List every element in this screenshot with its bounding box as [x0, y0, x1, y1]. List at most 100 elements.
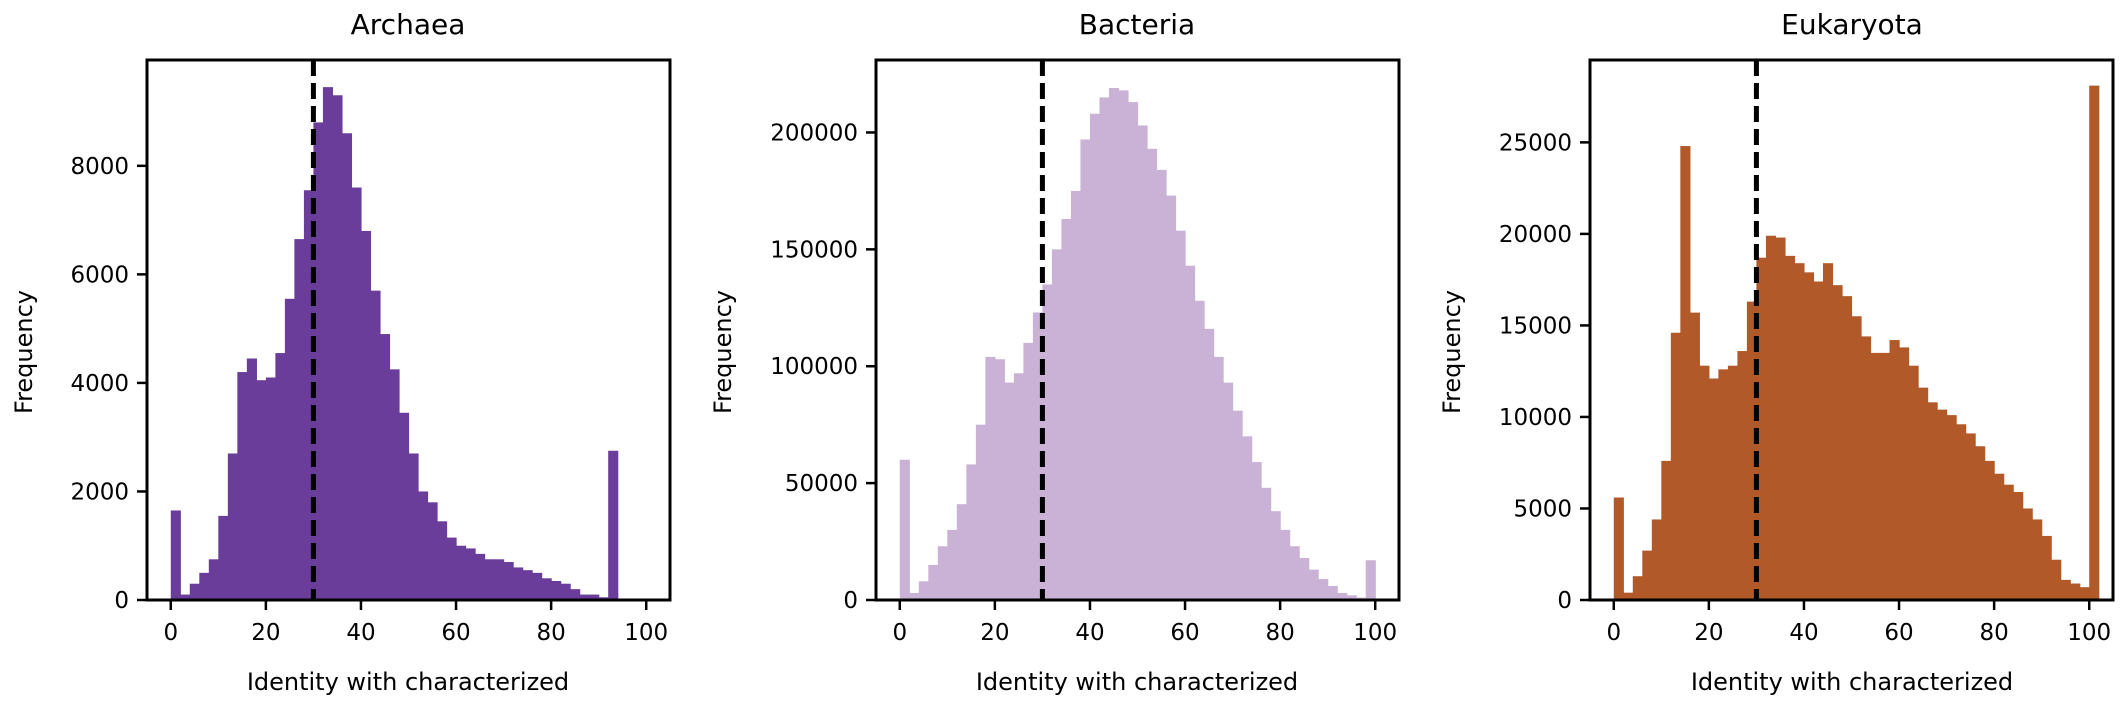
eukaryota-bar — [1813, 281, 1824, 600]
archaea-y-tick-label: 4000 — [70, 371, 129, 397]
bacteria-bar — [1089, 113, 1101, 600]
eukaryota-bar — [1661, 460, 1672, 600]
bacteria-bar — [1080, 139, 1091, 600]
archaea-bar — [560, 583, 571, 600]
eukaryota-y-axis-label: Frequency — [1438, 290, 1466, 414]
bacteria-bar — [1327, 585, 1338, 600]
archaea-bar — [332, 95, 343, 601]
bacteria-bar — [1070, 190, 1082, 600]
eukaryota-x-tick-label: 20 — [1694, 620, 1723, 646]
eukaryota-x-tick-label: 60 — [1884, 620, 1913, 646]
bacteria-x-axis-label: Identity with characterized — [976, 668, 1298, 696]
bacteria-bar — [1013, 373, 1024, 600]
archaea-bar — [465, 548, 476, 600]
bacteria-bar — [1166, 195, 1177, 600]
bacteria-bar — [947, 529, 958, 600]
archaea-bar — [398, 412, 410, 600]
eukaryota-bar — [1889, 340, 1900, 600]
eukaryota-bar — [1775, 237, 1786, 600]
eukaryota-panel: Eukaryota 0 20 40 60 80 100 0 5000 10000 15000 20… — [1438, 8, 2115, 696]
eukaryota-bar — [1803, 272, 1815, 600]
eukaryota-bar — [2032, 519, 2043, 600]
eukaryota-bar — [1632, 576, 1643, 600]
bacteria-bar — [1137, 125, 1148, 601]
archaea-bar — [503, 562, 514, 600]
archaea-bar — [208, 559, 219, 600]
eukaryota-bar — [2041, 535, 2052, 600]
archaea-bar — [227, 453, 238, 600]
archaea-bar — [313, 122, 324, 601]
archaea-bar — [237, 372, 248, 600]
eukaryota-y-tick-label: 20000 — [1499, 222, 1572, 248]
bacteria-bar — [1261, 487, 1272, 600]
archaea-bar — [408, 453, 419, 600]
archaea-bar — [246, 358, 257, 600]
archaea-bar — [551, 581, 562, 600]
eukaryota-bar — [2079, 587, 2090, 600]
eukaryota-bar — [1680, 146, 1691, 600]
bacteria-x-tick-label: 0 — [892, 620, 907, 646]
bacteria-y-tick-label: 0 — [843, 588, 858, 614]
archaea-bar — [484, 559, 495, 600]
bacteria-bar — [1270, 511, 1281, 600]
eukaryota-bar — [1880, 352, 1891, 600]
archaea-x-tick-label: 100 — [624, 620, 668, 646]
bacteria-bar — [937, 546, 948, 600]
eukaryota-x-tick-label: 80 — [1979, 620, 2008, 646]
eukaryota-bar — [1918, 387, 1929, 600]
bacteria-x-tick-label: 100 — [1353, 620, 1397, 646]
archaea-bar — [218, 515, 229, 600]
archaea-bar — [475, 553, 486, 600]
bacteria-bar — [1204, 328, 1215, 600]
bacteria-x-tick-label: 20 — [980, 620, 1009, 646]
archaea-y-ticks: 0 2000 4000 6000 8000 — [70, 154, 147, 614]
eukaryota-bar — [1613, 497, 1624, 600]
eukaryota-y-tick-label: 0 — [1557, 588, 1572, 614]
bacteria-bar — [1042, 284, 1053, 600]
bacteria-bar — [1242, 436, 1253, 600]
bacteria-bar — [1194, 300, 1205, 600]
eukaryota-bar — [1927, 402, 1938, 600]
archaea-bar — [275, 353, 286, 600]
bacteria-bar — [918, 581, 929, 600]
archaea-bar — [189, 583, 200, 600]
archaea-bar — [608, 450, 619, 600]
eukaryota-bar — [2013, 492, 2024, 600]
archaea-bar — [389, 369, 400, 600]
bacteria-bar — [928, 564, 939, 600]
bacteria-panel: Bacteria 0 20 40 60 80 100 0 50000 100000 150000… — [709, 8, 1401, 696]
bacteria-bar — [1299, 557, 1310, 600]
bacteria-bar — [899, 459, 910, 600]
archaea-title: Archaea — [351, 8, 466, 41]
bacteria-bar — [1108, 88, 1120, 601]
bacteria-y-tick-label: 50000 — [785, 471, 858, 497]
archaea-bar — [322, 87, 334, 600]
archaea-bar — [427, 502, 438, 600]
archaea-bar — [199, 572, 210, 600]
eukaryota-bar — [1984, 460, 1995, 600]
archaea-bar — [294, 239, 305, 601]
bacteria-bar — [1346, 595, 1357, 600]
bacteria-y-tick-label: 100000 — [770, 354, 858, 380]
eukaryota-bar — [1623, 592, 1634, 600]
eukaryota-bar — [1946, 415, 1957, 600]
eukaryota-bar — [1975, 446, 1986, 600]
archaea-y-tick-label: 0 — [114, 588, 129, 614]
archaea-bar — [446, 537, 457, 600]
bacteria-y-ticks: 0 50000 100000 150000 200000 — [770, 120, 876, 614]
bacteria-axes-frame — [874, 58, 1401, 602]
eukaryota-bar — [2070, 583, 2081, 600]
eukaryota-bar — [1841, 296, 1853, 600]
eukaryota-bar — [2060, 579, 2071, 600]
archaea-bars — [170, 87, 619, 601]
eukaryota-y-tick-label: 15000 — [1499, 313, 1572, 339]
eukaryota-bar — [1727, 365, 1738, 600]
eukaryota-bar — [1956, 424, 1967, 600]
bacteria-bar — [1061, 218, 1072, 600]
eukaryota-bars — [1613, 85, 2100, 600]
eukaryota-bar — [1870, 352, 1881, 600]
bacteria-y-tick-label: 200000 — [770, 120, 858, 146]
bacteria-bar — [1156, 169, 1167, 601]
bacteria-bar — [1251, 462, 1262, 600]
